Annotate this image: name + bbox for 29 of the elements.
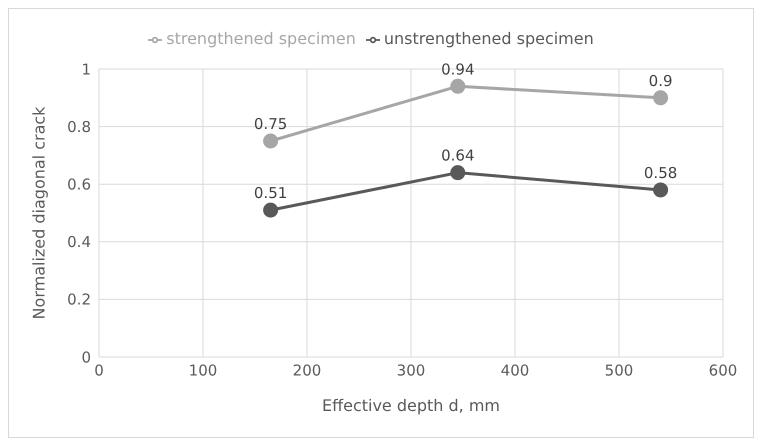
- point: [450, 165, 466, 180]
- point: [653, 182, 668, 198]
- legend-label: unstrengthened specimen: [384, 29, 594, 48]
- y-tick-label: 0: [81, 348, 91, 366]
- x-axis-title: Effective depth d, mm: [322, 396, 500, 415]
- point: [263, 134, 278, 148]
- data-label: 0.58: [644, 164, 678, 182]
- x-tick-label: 100: [188, 362, 218, 380]
- point: [450, 78, 466, 94]
- point: [653, 90, 668, 106]
- data-label: 0.64: [441, 146, 475, 165]
- data-label: 0.9: [648, 72, 673, 90]
- x-tick-label: 600: [708, 362, 738, 380]
- data-label: 0.94: [441, 60, 475, 78]
- x-tick-label: 400: [500, 362, 530, 380]
- y-tick-label: 0.4: [67, 233, 91, 252]
- point: [263, 202, 278, 218]
- data-label: 0.75: [254, 115, 288, 133]
- y-tick-label: 0.2: [67, 290, 91, 309]
- y-tick-label: 0.6: [67, 176, 91, 194]
- x-tick-label: 200: [292, 362, 322, 380]
- data-label: 0.51: [254, 184, 288, 202]
- y-tick-label: 0.8: [67, 118, 91, 136]
- legend-label: strengthened specimen: [166, 29, 356, 48]
- x-tick-label: 500: [604, 362, 634, 380]
- x-tick-label: 300: [396, 362, 426, 380]
- y-tick-label: 1: [81, 60, 91, 78]
- y-axis-title: Normalized diagonal crack: [30, 106, 49, 320]
- x-tick-label: 0: [94, 362, 104, 380]
